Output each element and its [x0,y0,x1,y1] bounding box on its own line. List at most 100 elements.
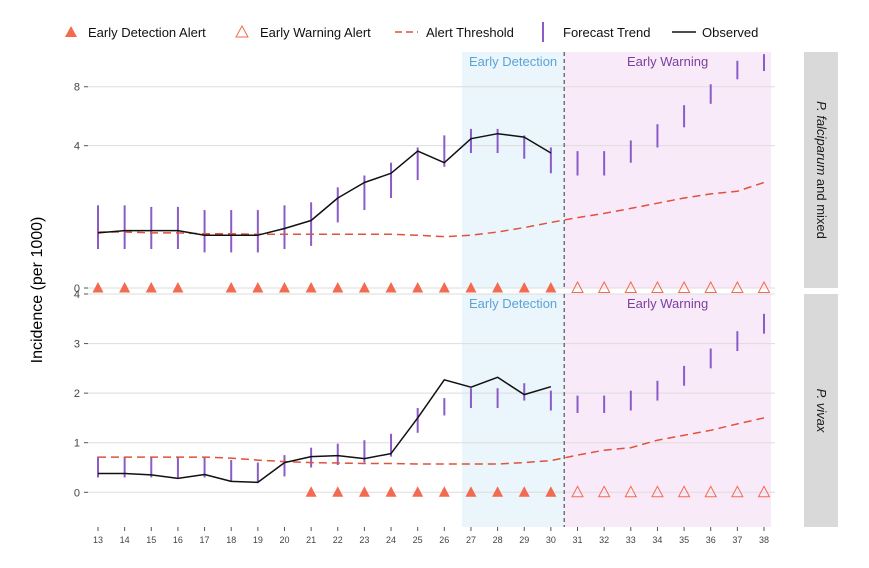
x-tick-label: 32 [599,535,609,545]
falciparum-strip-label-suffix: and mixed [814,175,829,239]
panel-falciparum: 0 4 8 Early Detection Early Warning P. falcip… [74,52,838,295]
falciparum-early-detection-alert-marker [545,282,557,293]
vivax-early-detection-band [461,294,565,527]
falciparum-early-detection-alert-marker [92,282,104,293]
vivax-observed-line [98,376,552,484]
falciparum-early-warning-band [564,52,771,288]
vivax-early-detection-alert-marker [332,486,344,497]
x-tick-label: 17 [200,535,210,545]
falciparum-early-warning-alert-marker [597,280,611,293]
vivax-early-warning-alert-marker [704,485,718,498]
falciparum-early-detection-alert-marker [145,282,157,293]
vivax-y-tick-label: 1 [74,438,80,450]
vivax-early-warning-alert-marker [731,485,744,498]
x-tick-label: 37 [732,535,742,545]
x-tick-label: 18 [226,535,236,545]
falciparum-early-warning-alert-marker [731,280,744,293]
x-axis: 13 14 15 16 17 18 19 20 21 22 23 24 25 26 27 28 29 30 31 32… [93,527,769,545]
falciparum-y-tick-label: 8 [74,82,80,94]
x-tick-label: 23 [359,535,369,545]
falciparum-early-detection-alert-marker [225,282,237,293]
falciparum-early-detection-alert-marker [305,282,317,293]
falciparum-early-detection-alert-marker [412,282,424,293]
falciparum-y-tick-label: 4 [74,141,80,153]
vivax-strip [804,294,838,527]
falciparum-strip-label: P. falciparum and mixed [814,101,829,239]
vivax-early-detection-alert-marker [305,486,317,497]
falciparum-early-warning-alert-marker [571,280,584,293]
falciparum-strip [804,52,838,288]
falciparum-early-detection-alert-marker [252,282,264,293]
vivax-early-warning-alert-marker [571,485,584,498]
vivax-y-tick-label: 3 [74,339,80,351]
vivax-early-detection-alert-marker [465,486,477,497]
falciparum-observed-line [97,132,552,236]
vivax-early-warning-alert-marker [677,485,691,498]
falciparum-early-warning-alert-marker [704,280,718,293]
vivax-early-warning-label: Early Warning [627,296,708,311]
y-axis-label: Incidence (per 1000) [29,217,46,364]
vivax-early-detection-alert-marker [492,486,504,497]
vivax-early-detection-label: Early Detection [469,296,557,311]
vivax-early-warning-alert-marker [597,485,611,498]
x-tick-label: 22 [333,535,343,545]
x-tick-label: 38 [759,535,769,545]
vivax-early-detection-alert-marker [545,486,557,497]
falciparum-early-detection-alert-marker [385,282,397,293]
panel-vivax: 0 1 2 3 4 Early Detection Early Warning P. viva… [74,289,838,527]
legend-alert-threshold-label: Alert Threshold [426,25,514,40]
vivax-early-warning-alert-marker [624,485,638,498]
falciparum-early-warning-label: Early Warning [627,54,708,69]
x-tick-label: 20 [279,535,289,545]
x-tick-label: 15 [146,535,156,545]
falciparum-early-detection-alert-marker [332,282,344,293]
x-tick-label: 27 [466,535,476,545]
x-tick-label: 21 [306,535,316,545]
x-tick-label: 33 [626,535,636,545]
falciparum-early-detection-alert-marker [518,282,530,293]
vivax-y-tick-label: 0 [74,487,80,499]
legend-early-warning-alert-icon [235,24,249,38]
x-tick-label: 25 [413,535,423,545]
falciparum-strip-label-species: P. falciparum [814,101,829,175]
x-tick-label: 28 [493,535,503,545]
x-tick-label: 31 [573,535,583,545]
falciparum-y-tick-label: 0 [74,283,80,295]
falciparum-early-detection-alert-marker [119,282,131,293]
falciparum-early-detection-label: Early Detection [469,54,557,69]
x-tick-label: 30 [546,535,556,545]
falciparum-early-warning-alert-marker [624,280,638,293]
x-tick-label: 14 [120,535,130,545]
x-tick-label: 19 [253,535,263,545]
vivax-early-detection-alert-marker [518,486,530,497]
x-tick-label: 24 [386,535,396,545]
x-tick-label: 29 [519,535,529,545]
vivax-early-detection-alert-marker [438,486,450,497]
legend: Early Detection Alert Early Warning Aler… [65,22,758,42]
legend-observed-label: Observed [702,25,758,40]
falciparum-alert-threshold-line [98,181,765,238]
vivax-early-detection-alert-marker [412,486,424,497]
x-tick-label: 35 [679,535,689,545]
legend-early-detection-alert-label: Early Detection Alert [88,25,206,40]
vivax-early-warning-alert-marker [757,485,771,498]
vivax-early-detection-alert-marker [385,486,397,497]
x-tick-label: 26 [439,535,449,545]
x-tick-label: 34 [652,535,662,545]
falciparum-early-warning-alert-marker [757,280,771,293]
falciparum-early-detection-alert-marker [492,282,504,293]
falciparum-early-warning-alert-marker [677,280,691,293]
legend-forecast-trend-label: Forecast Trend [563,25,650,40]
falciparum-early-detection-alert-marker [465,282,477,293]
falciparum-early-detection-alert-marker [438,282,450,293]
falciparum-early-warning-alert-marker [651,280,664,293]
vivax-strip-label-species: P. vivax [814,389,829,433]
falciparum-early-detection-alert-marker [358,282,370,293]
vivax-y-tick-label: 2 [74,388,80,400]
vivax-early-warning-alert-marker [651,485,664,498]
vivax-alert-threshold-line [98,417,765,465]
legend-early-detection-alert-icon [65,26,77,37]
x-tick-label: 36 [706,535,716,545]
vivax-strip-label: P. vivax [814,389,829,433]
